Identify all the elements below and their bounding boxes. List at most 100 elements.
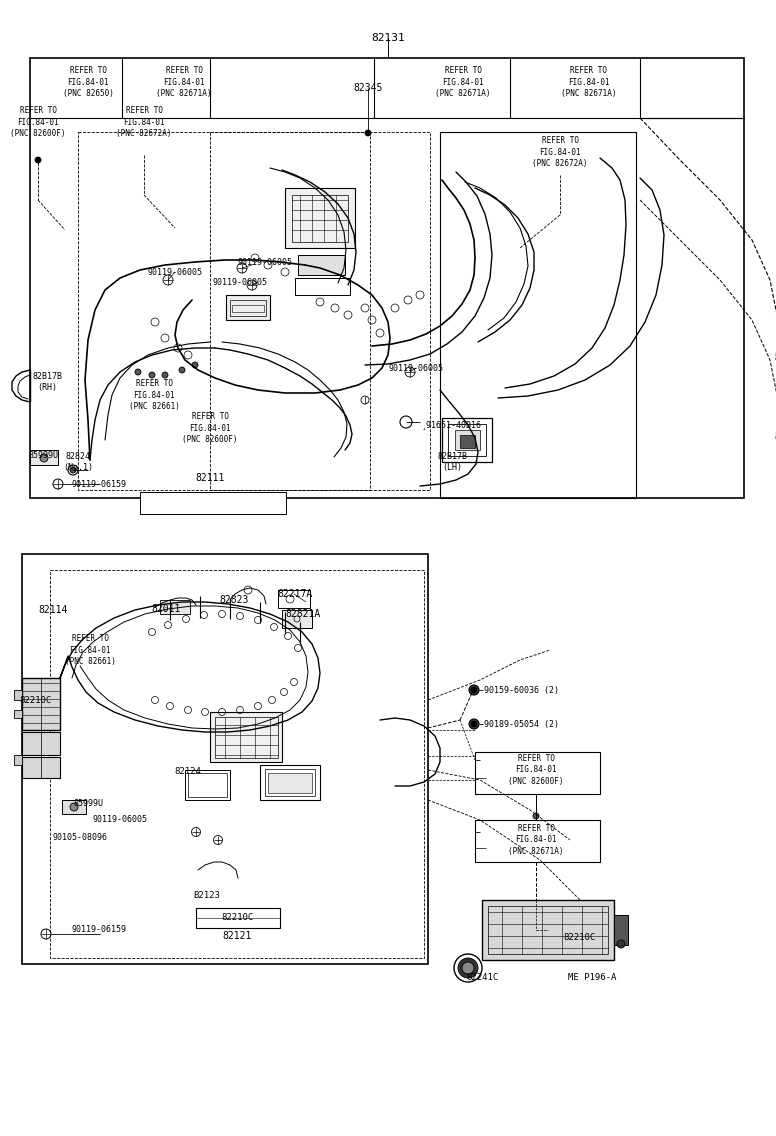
Bar (265, 769, 315, 796)
Text: ¸91651-40B16: ¸91651-40B16 (421, 420, 481, 429)
Bar (160, 600, 190, 613)
Bar (185, 770, 230, 800)
Circle shape (471, 687, 477, 693)
Text: REFER TO
FIG.84-01
(PNC 82650): REFER TO FIG.84-01 (PNC 82650) (63, 66, 113, 98)
Bar (14, 755, 22, 765)
Bar (50, 570, 424, 958)
Bar (22, 678, 60, 730)
Text: REFER TO
FIG.84-01
(PNC 82671A): REFER TO FIG.84-01 (PNC 82671A) (435, 66, 490, 98)
Text: 90159-60036 (2): 90159-60036 (2) (484, 685, 559, 694)
Bar (292, 195, 348, 242)
Bar (260, 765, 320, 800)
Bar (455, 431, 480, 450)
Text: REFER TO
FIG.84-01
(PNC 82671A): REFER TO FIG.84-01 (PNC 82671A) (156, 66, 212, 98)
Text: REFER TO
FIG.84-01
(PNC 82661): REFER TO FIG.84-01 (PNC 82661) (64, 634, 116, 666)
Text: 85999U: 85999U (73, 800, 103, 809)
Text: 90105-08096: 90105-08096 (53, 834, 108, 843)
Bar (475, 752, 600, 794)
Circle shape (471, 721, 477, 727)
Bar (22, 757, 60, 778)
Text: 82111: 82111 (196, 473, 225, 483)
Bar (295, 278, 350, 295)
Bar (196, 908, 280, 928)
Bar (140, 492, 286, 513)
Text: REFER TO
FIG.84-01
(PNC 82600F): REFER TO FIG.84-01 (PNC 82600F) (10, 107, 66, 137)
Text: 82114: 82114 (38, 605, 68, 615)
Circle shape (462, 962, 474, 974)
Circle shape (365, 130, 371, 136)
Text: 90119-06005: 90119-06005 (92, 816, 147, 825)
Bar (188, 772, 227, 797)
Text: 82345: 82345 (353, 83, 383, 93)
Text: 82210C: 82210C (221, 913, 253, 922)
Bar (230, 300, 266, 316)
Bar (282, 610, 312, 628)
Text: 82821A: 82821A (286, 609, 320, 619)
Text: REFER TO
FIG.84-01
(PNC 82600F): REFER TO FIG.84-01 (PNC 82600F) (182, 412, 237, 443)
Circle shape (162, 371, 168, 378)
Circle shape (533, 813, 539, 819)
Bar (278, 590, 310, 608)
Text: 90119-06005: 90119-06005 (147, 267, 203, 276)
Text: 82824
(No.1): 82824 (No.1) (63, 452, 93, 473)
Circle shape (458, 958, 478, 978)
Text: 82124: 82124 (175, 768, 202, 777)
Bar (460, 435, 475, 448)
Circle shape (192, 362, 198, 368)
Bar (232, 304, 264, 312)
Text: 82210C: 82210C (19, 695, 51, 704)
Bar (448, 424, 486, 456)
Bar (78, 132, 370, 490)
Circle shape (40, 454, 48, 462)
Text: 82131: 82131 (371, 33, 405, 43)
Bar (30, 450, 58, 465)
Text: 90119-06159: 90119-06159 (71, 926, 126, 935)
Bar (268, 772, 312, 793)
Text: 82210C: 82210C (564, 934, 596, 943)
Bar (210, 712, 282, 762)
Text: 82121: 82121 (222, 932, 251, 941)
Text: 90119-06159: 90119-06159 (71, 479, 126, 488)
Text: 90119-06005: 90119-06005 (237, 258, 293, 267)
Circle shape (469, 685, 479, 695)
Circle shape (70, 803, 78, 811)
Text: 82B17B
(RH): 82B17B (RH) (32, 371, 62, 392)
Text: B2123: B2123 (193, 892, 220, 901)
Bar (440, 132, 636, 498)
Text: REFER TO
FIG.84-01
(PNC 82661): REFER TO FIG.84-01 (PNC 82661) (129, 379, 179, 410)
Bar (215, 717, 278, 758)
Text: REFER TO
FIG.84-01
(PNC 82671A): REFER TO FIG.84-01 (PNC 82671A) (561, 66, 617, 98)
Bar (22, 554, 428, 964)
Text: 90119-06005: 90119-06005 (213, 277, 268, 286)
Text: REFER TO
FIG.84-01
(PNC 82672A): REFER TO FIG.84-01 (PNC 82672A) (116, 107, 171, 137)
Text: 82B17B
(LH): 82B17B (LH) (437, 452, 467, 473)
Bar (482, 900, 614, 960)
Bar (298, 254, 345, 275)
Text: 82823: 82823 (220, 595, 248, 605)
Text: 82011: 82011 (151, 604, 181, 613)
Text: REFER TO
FIG.84-01
(PNC 82672A): REFER TO FIG.84-01 (PNC 82672A) (532, 136, 587, 168)
Bar (488, 907, 608, 954)
Bar (442, 418, 492, 462)
Bar (22, 732, 60, 755)
Text: 90189-05054 (2): 90189-05054 (2) (484, 719, 559, 728)
Text: REFER TO
FIG.84-01
(PNC 82600F): REFER TO FIG.84-01 (PNC 82600F) (508, 754, 563, 786)
Circle shape (617, 939, 625, 949)
Bar (14, 710, 22, 718)
Bar (475, 820, 600, 862)
Bar (285, 187, 355, 248)
Text: ME P196-A: ME P196-A (568, 974, 616, 983)
Text: 90119-06005: 90119-06005 (389, 364, 444, 373)
Bar (210, 132, 430, 490)
Bar (226, 295, 270, 320)
Circle shape (469, 719, 479, 729)
Bar (30, 58, 744, 498)
Text: 82241C: 82241C (466, 974, 498, 983)
Circle shape (149, 371, 155, 378)
Text: 82217A: 82217A (277, 588, 313, 599)
Text: REFER TO
FIG.84-01
(PNC 82671A): REFER TO FIG.84-01 (PNC 82671A) (508, 825, 563, 855)
Bar (14, 690, 22, 700)
Circle shape (35, 157, 41, 162)
Circle shape (179, 367, 185, 373)
Text: 85999U: 85999U (28, 451, 58, 459)
